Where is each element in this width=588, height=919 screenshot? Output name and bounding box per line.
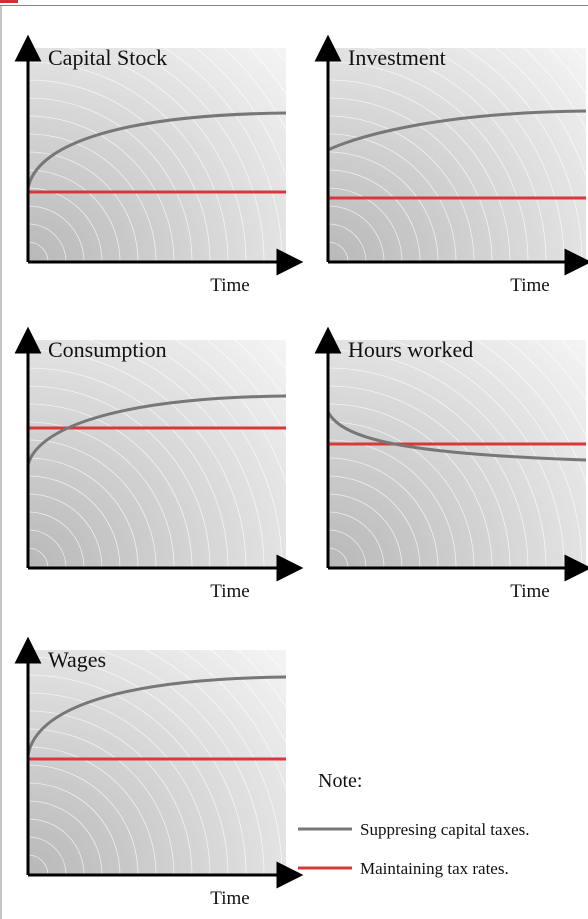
legend-entry: Suppresing capital taxes. xyxy=(360,820,530,839)
x-label: Time xyxy=(510,275,549,296)
panel: Consumption Time xyxy=(28,224,372,602)
header-mark xyxy=(0,0,18,3)
panel-background xyxy=(28,340,286,568)
panel-title: Wages xyxy=(48,647,106,672)
legend: Note: Suppresing capital taxes. Maintain… xyxy=(298,770,530,878)
panel: Capital Stock Time xyxy=(28,0,372,296)
panel: Investment Time xyxy=(328,0,588,296)
panel-title: Investment xyxy=(348,45,446,70)
x-label: Time xyxy=(210,581,249,602)
x-label: Time xyxy=(510,581,549,602)
panel-title: Hours worked xyxy=(348,337,473,362)
panel: Wages Time xyxy=(28,531,372,909)
panels: Capital StockTimeInvestmentTimeConsumpti… xyxy=(28,0,588,909)
panel-title: Capital Stock xyxy=(48,45,167,70)
panel-title: Consumption xyxy=(48,337,167,362)
x-label: Time xyxy=(210,888,249,909)
legend-entry: Maintaining tax rates. xyxy=(360,859,509,878)
note-title: Note: xyxy=(318,770,362,792)
panel-background xyxy=(28,48,286,262)
figure: Capital StockTimeInvestmentTimeConsumpti… xyxy=(0,0,588,919)
panel-background xyxy=(328,48,586,262)
panel-background xyxy=(28,650,286,875)
panel-background xyxy=(328,340,586,568)
x-label: Time xyxy=(210,275,249,296)
